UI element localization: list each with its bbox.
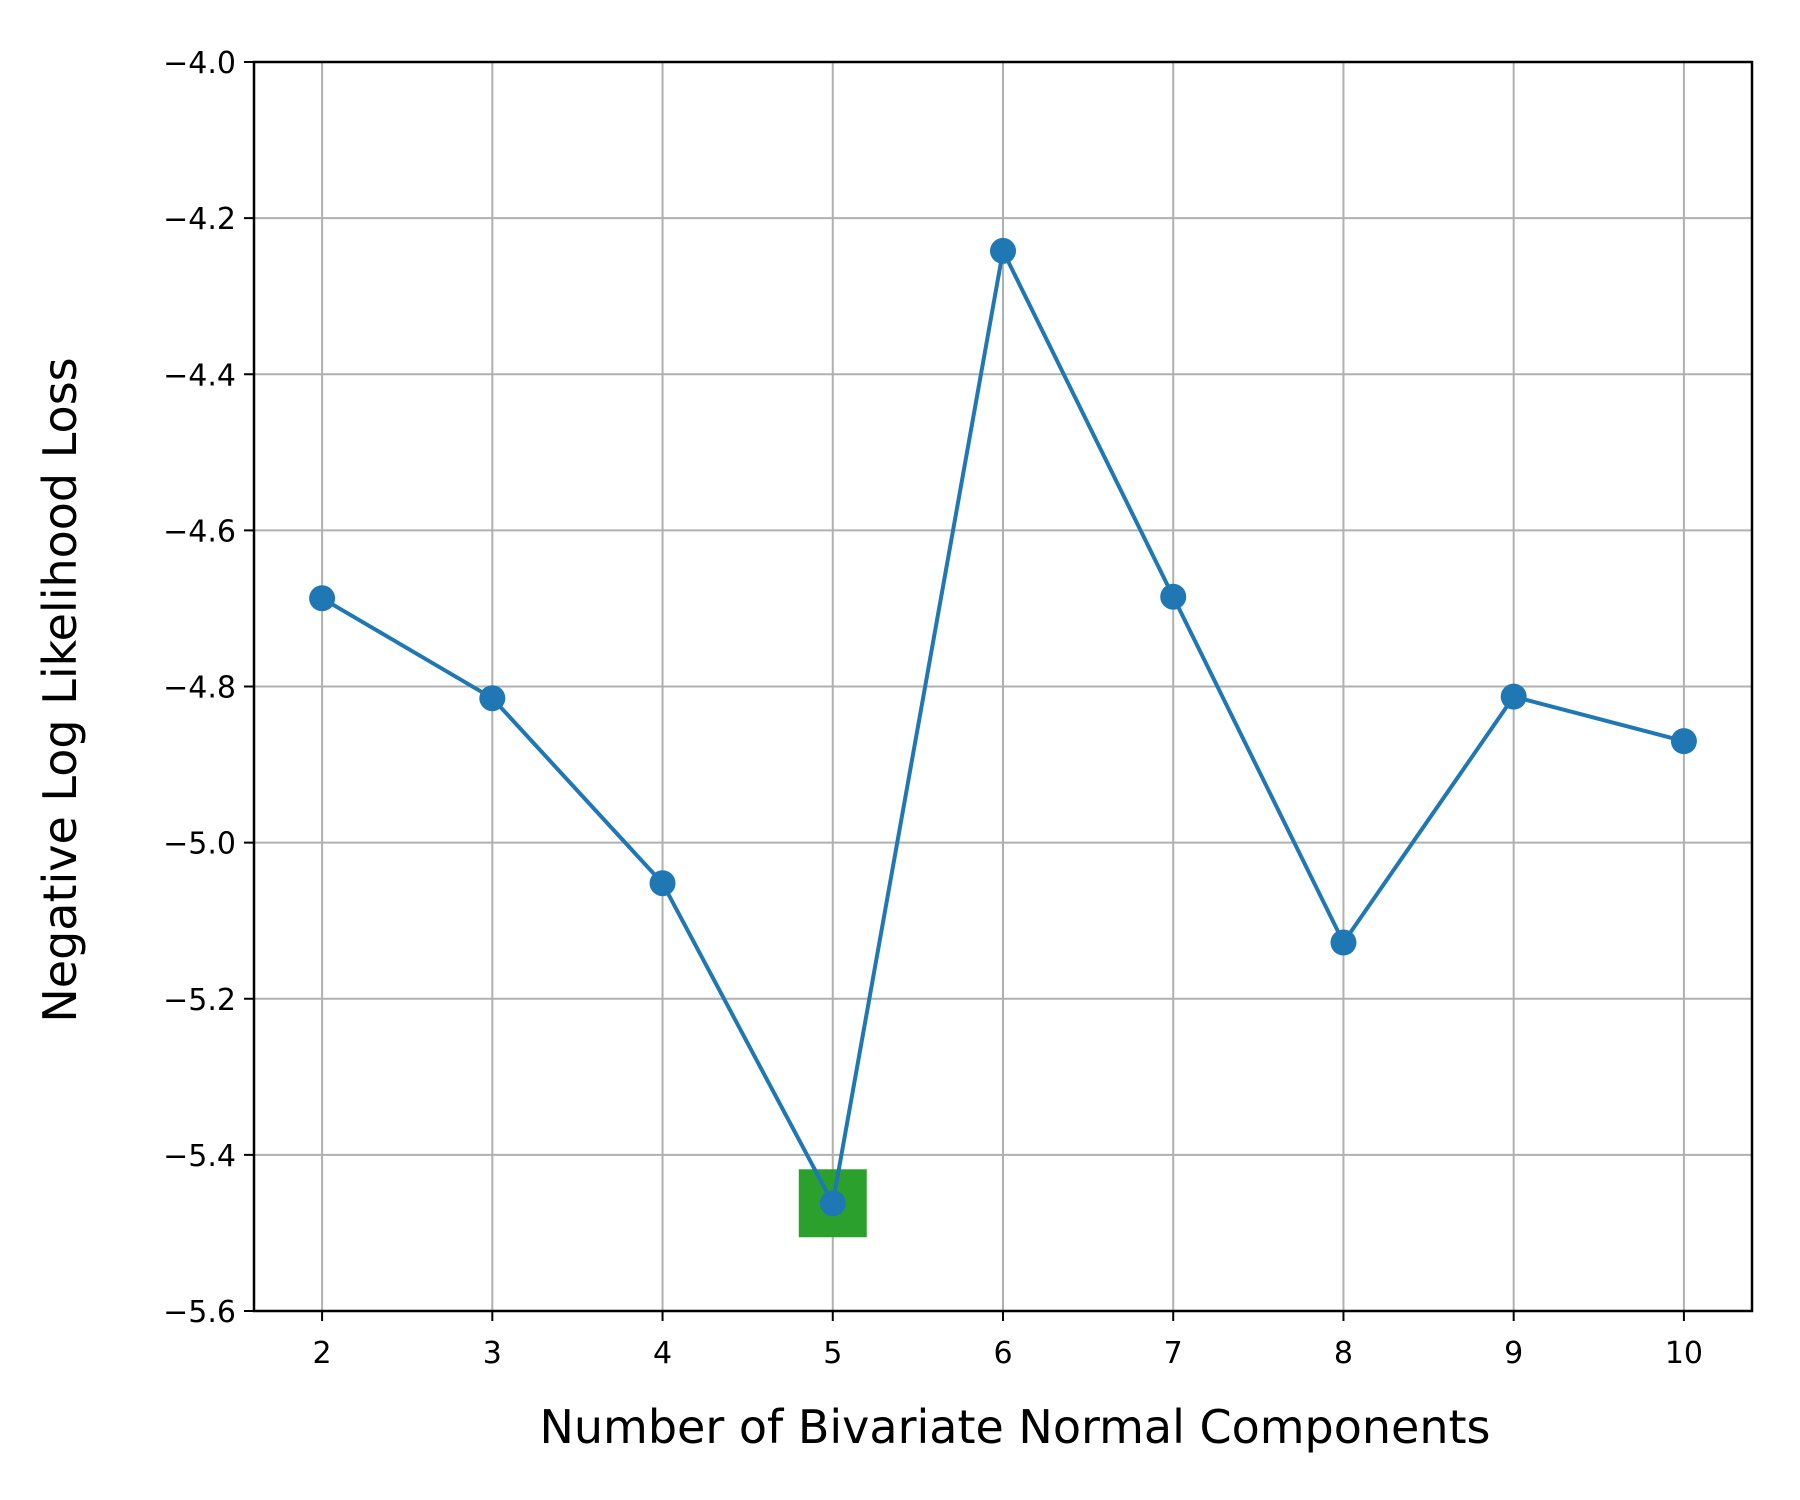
x-tick-label: 6 — [993, 1336, 1012, 1371]
y-tick-label: −5.0 — [163, 827, 236, 862]
y-tick-label: −5.2 — [163, 983, 236, 1018]
x-tick-label: 2 — [313, 1336, 332, 1371]
x-tick-label: 3 — [483, 1336, 502, 1371]
data-point — [990, 237, 1016, 264]
x-tick-label: 7 — [1164, 1336, 1183, 1371]
y-tick-label: −4.4 — [163, 358, 236, 393]
data-point — [1500, 683, 1527, 710]
data-point — [819, 1190, 846, 1217]
data-point — [479, 685, 506, 712]
y-axis-label: Negative Log Likelihood Loss — [33, 357, 87, 1022]
y-tick-label: −5.4 — [163, 1139, 236, 1174]
data-point — [1670, 728, 1697, 755]
x-tick-label: 8 — [1334, 1336, 1353, 1371]
y-tick-label: −4.0 — [163, 46, 236, 81]
data-series — [309, 237, 1697, 1238]
x-tick-label: 9 — [1504, 1336, 1523, 1371]
data-point — [649, 870, 676, 897]
y-tick-label: −4.2 — [163, 202, 236, 237]
data-point — [1160, 583, 1187, 610]
x-tick-label: 10 — [1665, 1336, 1703, 1371]
data-point — [1330, 929, 1357, 956]
x-axis-label: Number of Bivariate Normal Components — [539, 1400, 1490, 1454]
x-tick-label: 4 — [653, 1336, 672, 1371]
y-tick-label: −5.6 — [163, 1295, 236, 1330]
data-point — [309, 585, 336, 612]
x-tick-label: 5 — [823, 1336, 842, 1371]
axis-ticks: 2 3 4 5 6 7 8 9 10 −4.0 −4.2 −4.4 −4.6 −4.8 −5.0 −5.2 −5… — [163, 46, 1703, 1371]
y-tick-label: −4.8 — [163, 671, 236, 706]
y-tick-label: −4.6 — [163, 514, 236, 549]
